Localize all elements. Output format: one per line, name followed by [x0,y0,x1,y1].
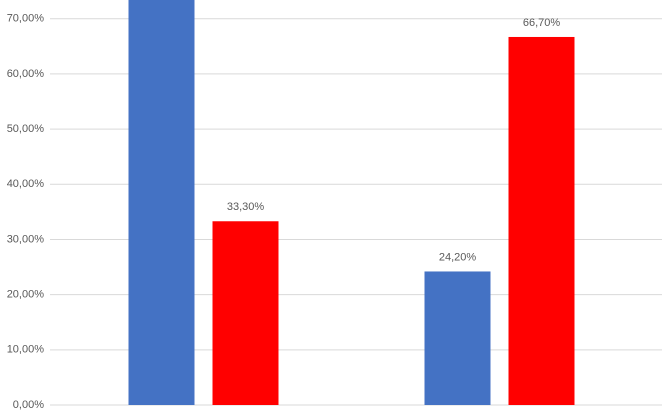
bar [128,0,195,405]
bar [424,271,491,405]
y-tick-label: 10,00% [7,344,45,356]
y-tick-label: 50,00% [7,123,45,135]
data-label: 33,30% [227,201,265,213]
data-label: 24,20% [439,251,477,263]
y-tick-label: 20,00% [7,289,45,301]
data-label: 66,70% [523,17,561,29]
bar [212,221,279,405]
y-tick-label: 0,00% [13,399,44,411]
y-tick-label: 40,00% [7,178,45,190]
y-tick-label: 30,00% [7,233,45,245]
bar [508,36,575,405]
y-tick-label: 70,00% [7,13,45,25]
y-tick-label: 60,00% [7,68,45,80]
